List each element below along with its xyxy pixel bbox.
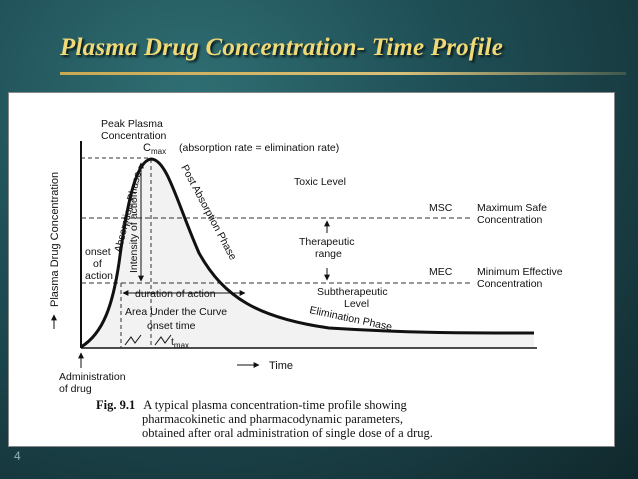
- auc-region: [81, 159, 534, 347]
- admin-label-2: of drug: [59, 383, 92, 395]
- tmax-zigzag: [154, 334, 172, 346]
- y-axis-label: Plasma Drug Concentration: [49, 172, 61, 307]
- caption-line-3: obtained after oral administration of si…: [142, 426, 433, 440]
- concentration-curve: [80, 157, 535, 349]
- caption-line-1: Fig. 9.1 A typical plasma concentration-t…: [96, 398, 566, 412]
- x-axis-label: Time: [269, 360, 293, 372]
- admin-label-1: Administration: [59, 371, 126, 383]
- peak-label-1: Peak Plasma: [101, 118, 163, 130]
- caption-text-1: A typical plasma concentration-time prof…: [143, 398, 407, 412]
- toxic-level-label: Toxic Level: [294, 176, 346, 188]
- pk-diagram: Plasma Drug Concentration Time Administr…: [49, 118, 563, 395]
- intensity-label: Intensity of action: [128, 191, 140, 273]
- title-underline: [60, 72, 626, 75]
- slide-number: 4: [14, 449, 21, 463]
- mec-label-2: Concentration: [477, 278, 543, 290]
- onset-label-1: onset: [85, 246, 111, 258]
- msc-abbr: MSC: [429, 202, 453, 214]
- peak-label-2: Concentration: [101, 130, 167, 142]
- therapeutic-label-2: range: [315, 248, 342, 260]
- mec-label-1: Minimum Effective: [477, 266, 563, 278]
- figure-caption: Fig. 9.1 A typical plasma concentration-t…: [96, 398, 566, 440]
- tmax-label: tmax: [171, 336, 189, 350]
- figure-panel: Plasma Drug Concentration Time Administr…: [8, 92, 615, 447]
- cmax-note: (absorption rate = elimination rate): [179, 142, 339, 154]
- caption-line-2: pharmacokinetic and pharmacodynamic para…: [142, 412, 403, 426]
- onset-time-zigzag: [124, 334, 142, 346]
- slide-title: Plasma Drug Concentration- Time Profile: [60, 34, 503, 61]
- mec-abbr: MEC: [429, 266, 453, 278]
- subtherapeutic-label-2: Level: [344, 298, 369, 310]
- subtherapeutic-label-1: Subtherapeutic: [317, 286, 388, 298]
- msc-label-1: Maximum Safe: [477, 202, 547, 214]
- duration-label: duration of action: [135, 288, 216, 300]
- msc-label-2: Concentration: [477, 214, 543, 226]
- therapeutic-label-1: Therapeutic: [299, 236, 354, 248]
- onset-label-3: action: [85, 270, 113, 282]
- onset-label-2: of: [93, 258, 102, 270]
- caption-figure-number: Fig. 9.1: [96, 398, 136, 412]
- cmax-label: Cmax: [143, 142, 166, 156]
- auc-label: Area Under the Curve: [125, 306, 227, 318]
- onset-time-label: onset time: [147, 320, 196, 332]
